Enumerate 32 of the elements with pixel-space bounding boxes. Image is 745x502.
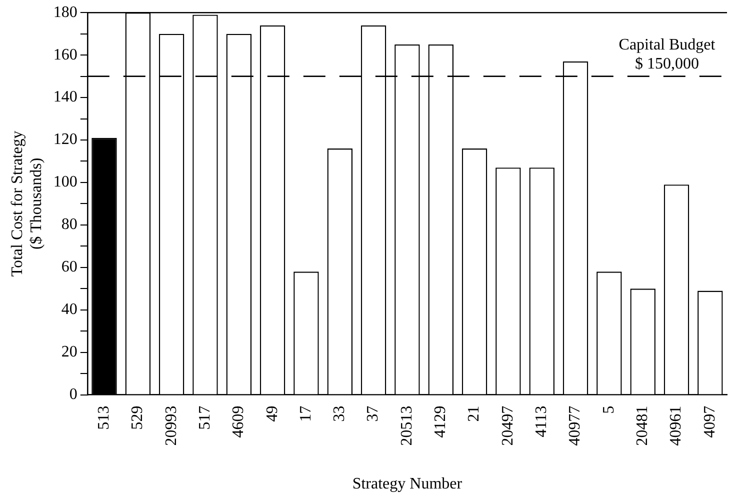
x-tick-label: 20993 (162, 406, 180, 446)
y-tick-label: 80 (61, 216, 78, 234)
x-tick-label: 40961 (668, 406, 685, 446)
y-axis-title: Total Cost for Strategy ($ Thousands) (8, 130, 46, 277)
x-tick-label: 49 (264, 406, 281, 422)
x-tick-label: 5 (600, 406, 618, 414)
y-tick-label: 120 (53, 131, 78, 148)
x-tick-label: 4129 (432, 406, 450, 438)
x-tick-label: 17 (297, 406, 314, 422)
y-tick-label: 100 (53, 174, 78, 191)
x-tick-label: 37 (364, 406, 382, 422)
y-tick-label: 0 (69, 386, 78, 404)
x-tick-label: 20497 (499, 406, 516, 446)
x-tick-label: 33 (331, 406, 348, 422)
x-tick-label: 20513 (398, 406, 416, 446)
x-tick-label: 513 (95, 406, 112, 430)
y-tick-label: 140 (53, 88, 78, 106)
ref-line-label: Capital Budget $ 150,000 (618, 36, 716, 73)
x-axis-title: Strategy Number (352, 476, 463, 493)
x-tick-label: 4113 (533, 406, 550, 438)
x-tick-label: 4097 (701, 406, 718, 438)
y-tick-label: 60 (61, 258, 78, 276)
y-tick-label: 180 (53, 4, 78, 21)
y-tick-label: 40 (61, 301, 78, 318)
x-tick-label: 529 (129, 406, 146, 430)
x-tick-label: 21 (466, 406, 483, 422)
x-tick-label: 517 (196, 406, 214, 430)
x-tick-label: 20481 (634, 406, 652, 446)
x-tick-label: 4609 (230, 406, 248, 438)
y-tick-label: 160 (53, 46, 78, 64)
y-tick-label: 20 (61, 344, 78, 361)
x-tick-label: 40977 (566, 406, 584, 446)
